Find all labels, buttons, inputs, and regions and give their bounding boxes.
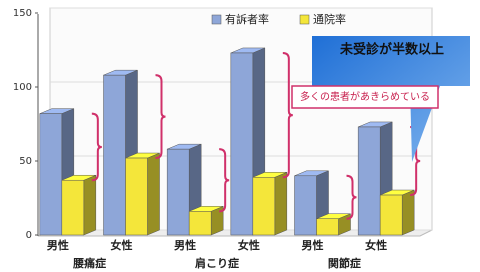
callout-text: 未受診が半数以上	[339, 42, 444, 58]
bar	[125, 157, 148, 236]
x-tick-label: 女性	[238, 238, 260, 252]
y-tick-label: 50	[19, 156, 32, 167]
bar	[103, 74, 126, 236]
bar	[316, 218, 339, 236]
group-label: 腰痛症	[72, 256, 106, 270]
bar-side	[83, 174, 97, 236]
legend-label: 通院率	[313, 12, 346, 26]
brace	[91, 112, 102, 182]
legend-swatch	[299, 14, 310, 25]
note-box	[291, 85, 439, 109]
bar-side	[274, 171, 288, 236]
bar	[252, 177, 276, 236]
bar-side	[401, 189, 415, 236]
x-tick-label: 男性	[174, 238, 196, 252]
brace	[282, 51, 293, 179]
y-tick-label: 150	[13, 8, 32, 19]
bar	[357, 126, 381, 236]
y-tick-label: 0	[26, 230, 32, 241]
x-tick-label: 男性	[302, 238, 324, 252]
bar	[39, 113, 63, 236]
brace	[155, 74, 166, 160]
note-text: 多くの患者があきらめている	[300, 90, 430, 103]
callout	[312, 36, 470, 162]
bar	[294, 175, 317, 236]
bar	[379, 194, 403, 236]
x-tick-label: 女性	[111, 238, 133, 252]
legend-label: 有訴者率	[225, 12, 269, 26]
group-label: 肩こり症	[195, 256, 239, 270]
y-tick-label: 100	[13, 82, 32, 93]
group-label: 関節症	[328, 256, 361, 270]
x-tick-label: 男性	[47, 238, 69, 252]
brace	[346, 174, 357, 220]
bar	[61, 179, 85, 236]
bar	[188, 211, 212, 236]
legend-swatch	[211, 14, 222, 25]
x-tick-label: 女性	[365, 238, 387, 252]
bar-side	[147, 152, 160, 236]
bar	[166, 148, 190, 236]
bar	[230, 52, 254, 236]
